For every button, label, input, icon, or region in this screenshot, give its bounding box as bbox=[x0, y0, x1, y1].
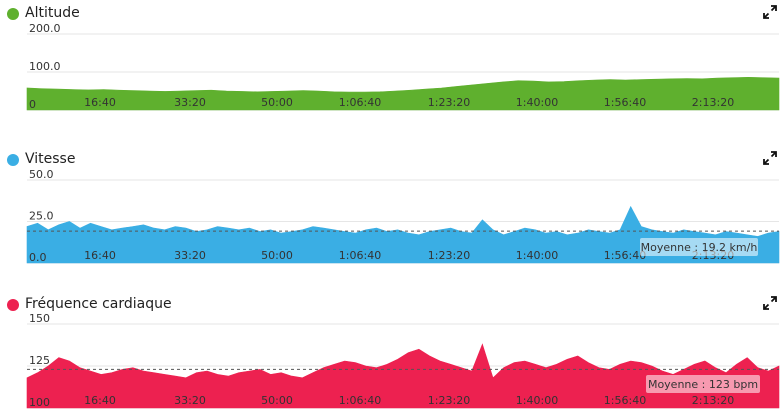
x-tick-label: 1:56:40 bbox=[604, 96, 646, 109]
altitude-title: Altitude bbox=[25, 5, 80, 21]
x-tick-label: 33:20 bbox=[174, 249, 206, 262]
x-tick-label: 1:23:20 bbox=[428, 394, 470, 407]
y-tick-label: 50.0 bbox=[29, 168, 54, 181]
x-tick-label: 2:13:20 bbox=[692, 96, 734, 109]
vitesse-header: Vitesse bbox=[0, 146, 783, 170]
y-tick-label: 0.0 bbox=[29, 251, 47, 264]
average-label: Moyenne : 123 bpm bbox=[646, 375, 760, 393]
x-tick-label: 50:00 bbox=[261, 394, 293, 407]
x-tick-label: 33:20 bbox=[174, 394, 206, 407]
altitude-chart: 200.0 100.0 0 16:40 33:20 50:00 1:06:40 1:23:20… bbox=[26, 22, 780, 111]
x-tick-label: 50:00 bbox=[261, 96, 293, 109]
x-tick-label: 1:40:00 bbox=[516, 394, 558, 407]
x-tick-label: 2:13:20 bbox=[692, 394, 734, 407]
x-tick-label: 1:06:40 bbox=[339, 249, 381, 262]
y-tick-label: 200.0 bbox=[29, 22, 61, 35]
x-tick-label: 1:06:40 bbox=[339, 96, 381, 109]
expand-icon[interactable] bbox=[763, 5, 777, 19]
x-tick-label: 1:23:20 bbox=[428, 249, 470, 262]
frequence-panel: Fréquence cardiaque 150 125 100 16:40 33:20 5… bbox=[0, 291, 783, 418]
expand-icon[interactable] bbox=[763, 296, 777, 310]
x-tick-label: 16:40 bbox=[84, 249, 116, 262]
y-tick-label: 150 bbox=[29, 312, 50, 325]
area-series bbox=[26, 343, 780, 409]
x-tick-label: 1:40:00 bbox=[516, 96, 558, 109]
area-series bbox=[26, 76, 780, 111]
x-tick-label: 50:00 bbox=[261, 249, 293, 262]
average-label-bg bbox=[646, 375, 760, 393]
x-tick-label: 16:40 bbox=[84, 394, 116, 407]
y-tick-label: 100.0 bbox=[29, 60, 61, 73]
average-label-text: Moyenne : 123 bpm bbox=[648, 378, 758, 391]
area-series bbox=[26, 205, 780, 264]
y-tick-label: 125 bbox=[29, 354, 50, 367]
vitesse-legend-dot bbox=[7, 154, 19, 166]
y-tick-label: 100 bbox=[29, 396, 50, 409]
y-tick-label: 25.0 bbox=[29, 210, 54, 223]
vitesse-panel: Vitesse 50.0 25.0 0.0 16:40 33:20 50:00 1:06:4… bbox=[0, 146, 783, 271]
x-tick-label: 1:40:00 bbox=[516, 249, 558, 262]
x-tick-label: 16:40 bbox=[84, 96, 116, 109]
frequence-header: Fréquence cardiaque bbox=[0, 291, 783, 315]
expand-icon[interactable] bbox=[763, 151, 777, 165]
y-tick-label: 0 bbox=[29, 98, 36, 111]
average-label-text: Moyenne : 19.2 km/h bbox=[641, 241, 758, 254]
vitesse-title: Vitesse bbox=[25, 151, 76, 167]
altitude-legend-dot bbox=[7, 8, 19, 20]
frequence-chart: 150 125 100 16:40 33:20 50:00 1:06:40 1:23:20 1:… bbox=[26, 312, 780, 409]
vitesse-chart: 50.0 25.0 0.0 16:40 33:20 50:00 1:06:40 1:23:20… bbox=[26, 168, 780, 264]
frequence-title: Fréquence cardiaque bbox=[25, 296, 172, 312]
frequence-legend-dot bbox=[7, 299, 19, 311]
x-tick-label: 1:23:20 bbox=[428, 96, 470, 109]
x-tick-label: 1:56:40 bbox=[604, 249, 646, 262]
average-label: Moyenne : 19.2 km/h bbox=[640, 238, 758, 256]
altitude-panel: Altitude 200.0 100.0 0 16:40 33:20 50:00 1:06:… bbox=[0, 0, 783, 120]
x-tick-label: 33:20 bbox=[174, 96, 206, 109]
average-label-bg bbox=[640, 238, 758, 256]
x-tick-label: 1:06:40 bbox=[339, 394, 381, 407]
x-tick-label: 1:56:40 bbox=[604, 394, 646, 407]
altitude-header: Altitude bbox=[0, 0, 783, 24]
